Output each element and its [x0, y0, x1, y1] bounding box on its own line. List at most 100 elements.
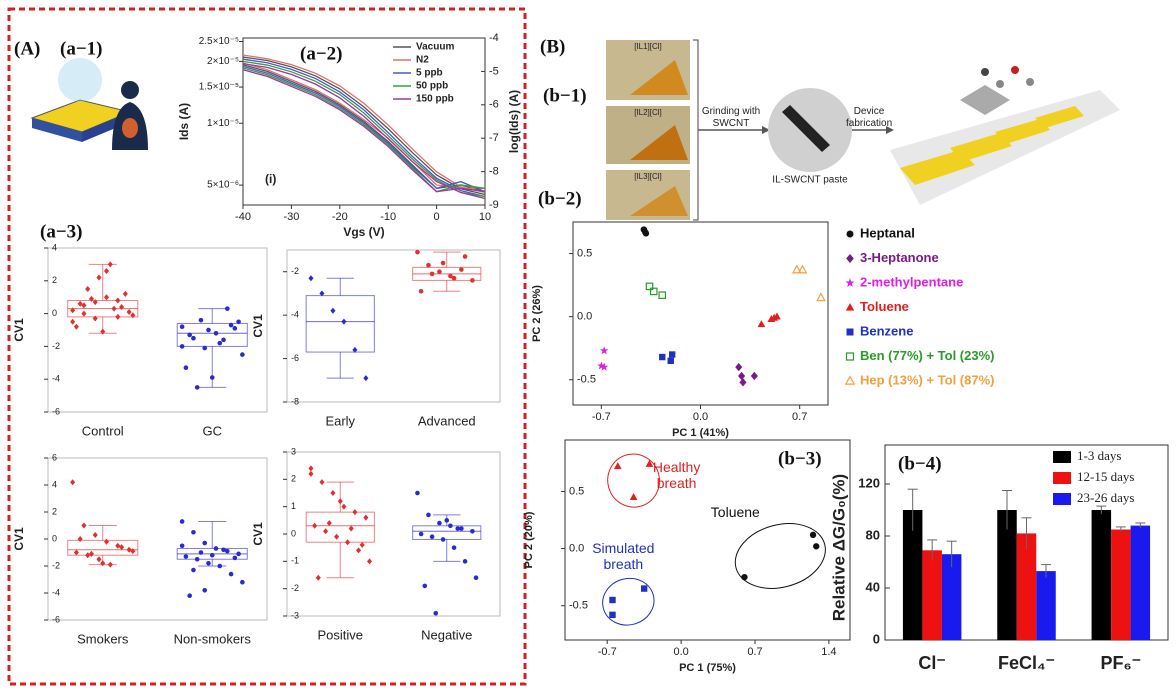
y-tick-label: 0 — [52, 533, 57, 543]
axis-label: PC 2 (26%) — [531, 285, 543, 342]
plot-frame — [47, 247, 268, 413]
data-point — [770, 313, 779, 321]
y-tick-label: 0 — [291, 528, 296, 538]
data-point — [107, 261, 113, 268]
data-point — [209, 552, 215, 558]
y-tick-label: -3 — [291, 610, 299, 620]
y-tick-label: -8 — [291, 396, 299, 406]
data-point — [645, 282, 654, 291]
data-line — [242, 58, 486, 198]
x-tick-label: 0.0 — [673, 646, 688, 658]
data-point — [315, 574, 321, 581]
y-tick-label: 2 — [291, 474, 296, 484]
data-point — [240, 579, 245, 585]
x-tick-label: -40 — [235, 211, 251, 223]
y-tick-label: 0.5 — [569, 485, 584, 497]
legend-marker — [844, 375, 856, 385]
data-point — [225, 306, 230, 311]
y-tick-label: -2 — [52, 560, 60, 570]
y-tick-label: 1 — [291, 501, 296, 511]
data-point — [459, 526, 464, 531]
step-label: IL-SWCNT paste — [772, 175, 848, 186]
x-tick-label: FeCl₄⁻ — [998, 653, 1055, 673]
data-point — [667, 357, 674, 365]
x-tick-label: 10 — [479, 211, 491, 223]
bar — [1016, 533, 1037, 640]
data-point — [440, 260, 446, 266]
data-point — [319, 290, 325, 297]
data-point — [459, 267, 464, 272]
data-point — [308, 465, 314, 472]
data-point — [119, 304, 125, 311]
data-line — [242, 56, 486, 196]
data-point — [741, 573, 748, 581]
data-point — [183, 365, 189, 371]
data-point — [348, 525, 354, 532]
data-point — [191, 567, 196, 573]
x-tick-label: -30 — [283, 211, 299, 223]
y-tick-label: 0.0 — [577, 311, 592, 323]
data-point — [217, 340, 223, 346]
axis-label: log(Ids) (A) — [507, 90, 521, 153]
data-point — [599, 362, 609, 371]
x-tick-label: 0.7 — [792, 411, 807, 423]
data-point — [198, 317, 204, 323]
axis-label: CV1 — [12, 527, 26, 551]
y-tick-label: -2 — [52, 341, 60, 351]
panel-a-border — [7, 7, 527, 686]
data-point — [429, 534, 435, 540]
sensor-illustration — [30, 58, 148, 150]
y-tick-label: -6 — [489, 99, 499, 111]
y-tick-label: -2 — [291, 266, 299, 276]
data-point — [202, 588, 208, 593]
data-point — [103, 267, 110, 274]
data-point — [88, 295, 94, 302]
data-point — [422, 583, 428, 589]
data-point — [179, 324, 185, 330]
legend-label: Vacuum — [416, 42, 454, 53]
y-tick-label: -8 — [489, 166, 499, 178]
y-tick-label: -2 — [291, 583, 299, 593]
data-point — [70, 307, 76, 314]
y-tick-label: -9 — [489, 199, 499, 211]
chart-annotation: (i) — [265, 172, 276, 186]
data-point — [73, 549, 79, 556]
data-point — [356, 547, 362, 554]
data-point — [126, 308, 132, 315]
legend-marker — [845, 278, 855, 287]
data-line — [242, 63, 486, 200]
data-point — [85, 552, 91, 559]
data-point — [202, 345, 208, 351]
plot-frame — [572, 221, 829, 406]
legend-marker — [846, 328, 854, 336]
photo-label: [IL2][Cl] — [634, 108, 662, 117]
data-point — [194, 385, 200, 390]
legend-label: Benzene — [860, 323, 913, 338]
cluster-ellipse — [734, 523, 826, 589]
step-label: Device fabrication — [846, 106, 893, 129]
cluster-label: Healthy breath — [652, 458, 701, 491]
x-tick-label: Cl⁻ — [918, 653, 946, 673]
data-point — [451, 545, 457, 550]
data-point — [363, 375, 369, 382]
bar — [1091, 510, 1112, 640]
data-point — [119, 544, 125, 551]
y-tick-label: 2 — [52, 506, 57, 516]
legend-label: 150 ppb — [416, 94, 454, 105]
axis-label: Relative ΔG/G₀(%) — [829, 474, 848, 621]
data-point — [103, 294, 110, 301]
data-point — [319, 479, 325, 486]
data-point — [228, 322, 234, 328]
data-point — [100, 328, 106, 335]
y-tick-label: -6 — [52, 406, 60, 416]
y-tick-label: 80 — [866, 527, 880, 542]
step-label: Grinding with SWCNT — [701, 106, 761, 129]
data-point — [130, 312, 136, 319]
data-point — [613, 462, 622, 470]
data-point — [735, 362, 743, 372]
y-tick-label: 5×10⁻⁶ — [207, 180, 239, 191]
bar — [1130, 525, 1151, 640]
y-tick-label: -7 — [489, 132, 499, 144]
data-point — [426, 262, 431, 268]
panel-label: (B) — [540, 36, 565, 57]
